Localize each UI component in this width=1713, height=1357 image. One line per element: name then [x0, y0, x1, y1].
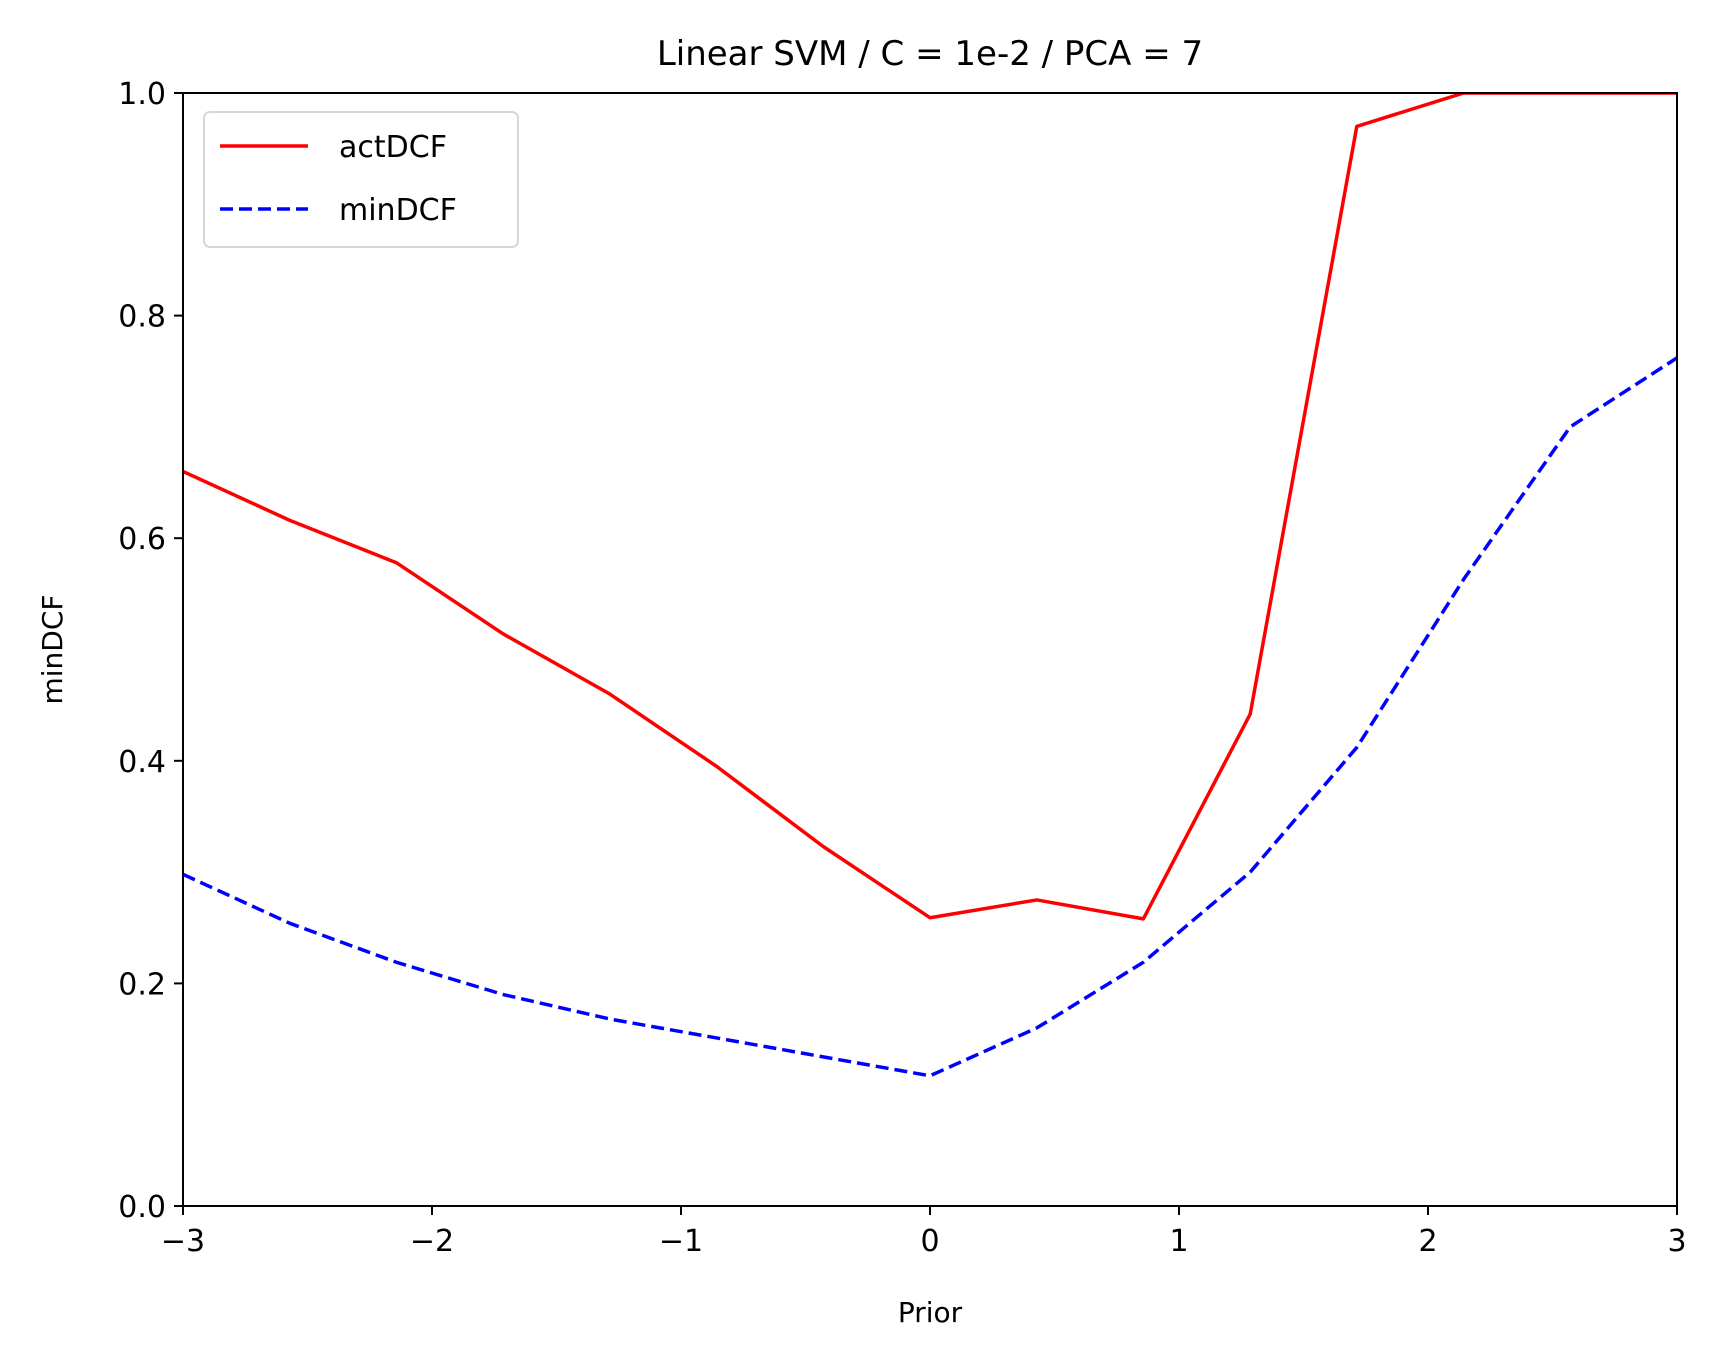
x-tick-label: 2 [1418, 1224, 1437, 1259]
y-tick-label: 0.0 [118, 1190, 166, 1225]
plot-area [183, 93, 1677, 1078]
y-tick-label: 0.6 [118, 522, 166, 557]
x-axis: −3 −2 −1 0 1 2 3 [161, 1206, 1687, 1259]
x-tick-label: −1 [659, 1224, 703, 1259]
x-tick-label: −3 [161, 1224, 205, 1259]
y-tick-label: 0.8 [118, 300, 166, 335]
chart-title: Linear SVM / C = 1e-2 / PCA = 7 [657, 34, 1203, 74]
x-tick-label: 1 [1169, 1224, 1188, 1259]
legend: actDCF minDCF [203, 111, 519, 248]
x-tick-label: −2 [410, 1224, 454, 1259]
y-tick-label: 0.2 [118, 967, 166, 1002]
x-tick-label: 3 [1667, 1224, 1686, 1259]
legend-label-minDCF: minDCF [339, 193, 457, 228]
series-line-minDCF [183, 356, 1677, 1078]
y-tick-label: 0.4 [118, 745, 166, 780]
y-tick-label: 1.0 [118, 77, 166, 112]
series-line-actDCF [183, 93, 1677, 921]
legend-label-actDCF: actDCF [339, 130, 447, 165]
y-axis-label: minDCF [36, 594, 69, 704]
x-tick-label: 0 [920, 1224, 939, 1259]
x-axis-label: Prior [898, 1296, 963, 1329]
y-axis: 0.0 0.2 0.4 0.6 0.8 1.0 [118, 77, 183, 1225]
